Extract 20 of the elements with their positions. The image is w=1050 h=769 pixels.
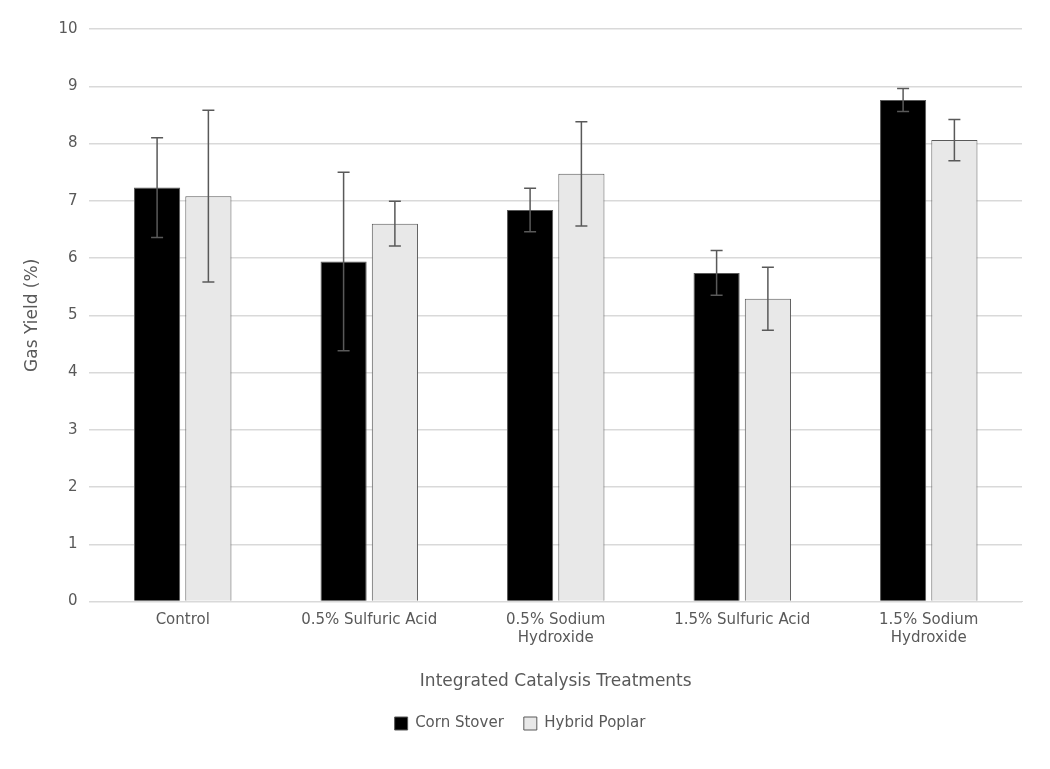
y-tick-label: 1 — [67, 534, 78, 553]
x-tick-label: Control — [155, 610, 210, 629]
y-tick-label: 3 — [67, 419, 78, 438]
y-tick-label: 8 — [67, 133, 78, 152]
x-tick-label: 0.5% Sulfuric Acid — [301, 610, 438, 629]
y-tick-label: 6 — [67, 247, 78, 266]
legend-label: Corn Stover — [415, 713, 505, 732]
y-tick-label: 9 — [67, 76, 78, 95]
y-tick-label: 4 — [67, 362, 78, 381]
y-tick-label: 2 — [67, 476, 78, 495]
y-tick-label: 0 — [67, 591, 78, 610]
y-axis-title: Gas Yield (%) — [20, 258, 41, 372]
y-tick-label: 7 — [67, 190, 78, 209]
legend-label: Hybrid Poplar — [544, 713, 647, 732]
x-tick-label: 1.5% Sulfuric Acid — [674, 610, 811, 629]
y-tick-label: 10 — [58, 18, 78, 37]
x-tick-label: 1.5% Sodium Hydroxide — [879, 610, 979, 647]
y-tick-label: 5 — [67, 305, 78, 324]
x-axis-title: Integrated Catalysis Treatments — [419, 670, 692, 691]
x-tick-label: 0.5% Sodium Hydroxide — [506, 610, 606, 647]
